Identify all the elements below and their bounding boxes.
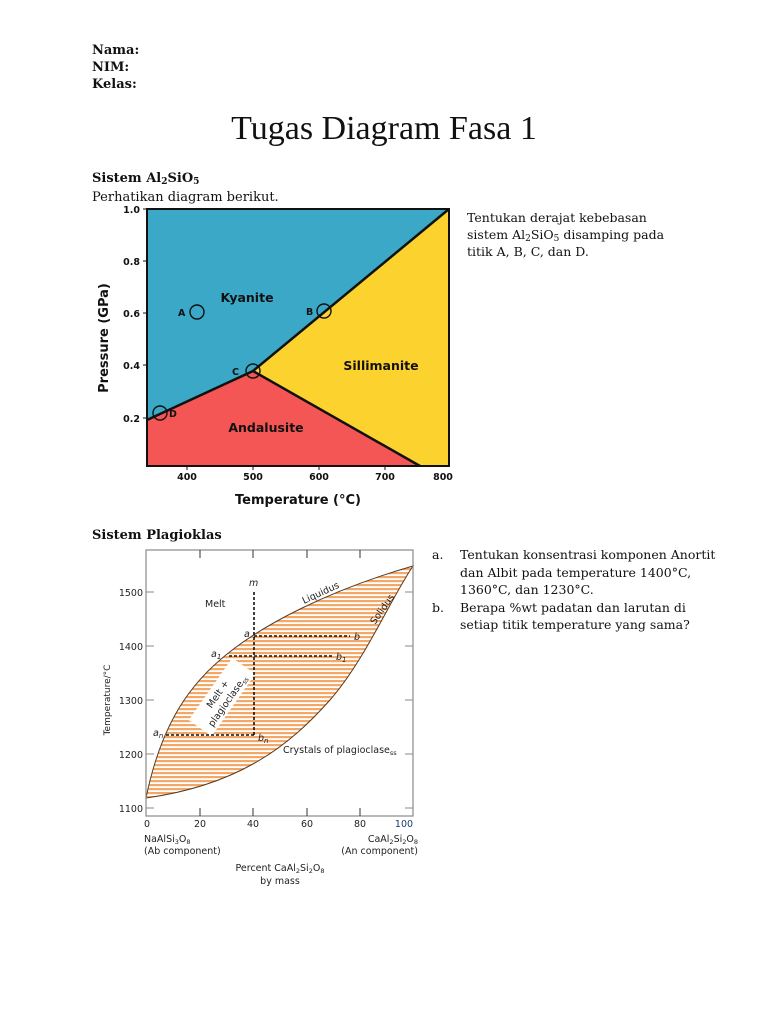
svg-text:C: C xyxy=(232,367,239,378)
svg-text:600: 600 xyxy=(309,472,329,483)
point-b-marker xyxy=(316,303,332,319)
section1-question: Tentukan derajat kebebasan sistem Al2SiO… xyxy=(467,210,665,259)
svg-text:an: an xyxy=(153,728,163,740)
svg-text:b: b xyxy=(354,632,360,643)
svg-text:Sillimanite: Sillimanite xyxy=(343,358,418,373)
question-a: a. Tentukan konsentrasi komponen Anortit … xyxy=(432,547,716,597)
svg-text:1500: 1500 xyxy=(119,588,143,599)
nim-label: NIM: xyxy=(92,60,130,75)
svg-text:1400: 1400 xyxy=(119,642,143,653)
sillimanite-region xyxy=(253,209,449,466)
svg-text:Melt: Melt xyxy=(205,599,226,610)
svg-text:by mass: by mass xyxy=(260,876,300,887)
svg-text:Kyanite: Kyanite xyxy=(220,290,273,305)
point-a-marker xyxy=(189,304,205,320)
svg-text:a: a xyxy=(244,629,250,640)
svg-text:(Ab component): (Ab component) xyxy=(144,846,221,857)
svg-text:B: B xyxy=(306,307,313,318)
svg-text:(An component): (An component) xyxy=(341,846,418,857)
svg-text:A: A xyxy=(178,308,186,319)
section2-questions: a. Tentukan konsentrasi komponen Anortit … xyxy=(432,546,722,634)
svg-text:40: 40 xyxy=(247,819,259,830)
svg-text:60: 60 xyxy=(301,819,313,830)
svg-text:1200: 1200 xyxy=(119,750,143,761)
kyanite-region xyxy=(147,209,449,420)
nama-label: Nama: xyxy=(92,43,140,58)
svg-text:1300: 1300 xyxy=(119,696,143,707)
fig1-xlabel: Temperature (°C) xyxy=(235,493,361,508)
svg-text:0.2: 0.2 xyxy=(123,414,140,425)
svg-text:500: 500 xyxy=(243,472,263,483)
svg-text:NaAlSi3O8: NaAlSi3O8 xyxy=(144,834,191,846)
andalusite-region xyxy=(147,371,420,466)
svg-text:1100: 1100 xyxy=(119,804,143,815)
fig1-ylabel: Pressure (GPa) xyxy=(97,283,112,393)
fig2-ylabel: Temperature/°C xyxy=(103,665,113,737)
svg-text:80: 80 xyxy=(354,819,366,830)
point-c-marker xyxy=(245,363,261,379)
svg-text:b1: b1 xyxy=(336,652,347,664)
svg-text:100: 100 xyxy=(395,819,413,830)
page-title: Tugas Diagram Fasa 1 xyxy=(231,110,537,147)
svg-text:m: m xyxy=(249,578,258,589)
svg-text:Crystals of plagioclasess: Crystals of plagioclasess xyxy=(283,745,397,757)
svg-text:0.6: 0.6 xyxy=(123,309,140,320)
kelas-label: Kelas: xyxy=(92,77,137,92)
section1-heading: Sistem Al2SiO5 xyxy=(92,171,200,187)
question-b: b. Berapa %wt padatan dan larutan di seti… xyxy=(432,599,690,633)
svg-text:1.0: 1.0 xyxy=(123,205,140,216)
student-info: Nama: NIM: Kelas: xyxy=(92,42,139,93)
svg-text:Percent CaAl2Si2O8: Percent CaAl2Si2O8 xyxy=(236,863,325,875)
svg-text:0.8: 0.8 xyxy=(123,257,140,268)
svg-text:400: 400 xyxy=(177,472,197,483)
svg-text:0: 0 xyxy=(144,819,150,830)
svg-text:Andalusite: Andalusite xyxy=(228,420,303,435)
two-phase-region xyxy=(145,565,415,799)
svg-text:20: 20 xyxy=(194,819,206,830)
section2-heading: Sistem Plagioklas xyxy=(92,528,222,543)
svg-text:0.4: 0.4 xyxy=(123,361,140,372)
svg-text:700: 700 xyxy=(375,472,395,483)
svg-text:800: 800 xyxy=(433,472,453,483)
section1-instruction: Perhatikan diagram berikut. xyxy=(92,190,279,205)
svg-text:CaAl2Si2O8: CaAl2Si2O8 xyxy=(368,834,418,846)
svg-text:a1: a1 xyxy=(211,649,221,661)
svg-text:D: D xyxy=(169,409,177,420)
point-d-marker xyxy=(152,405,168,421)
svg-text:bn: bn xyxy=(258,733,268,745)
